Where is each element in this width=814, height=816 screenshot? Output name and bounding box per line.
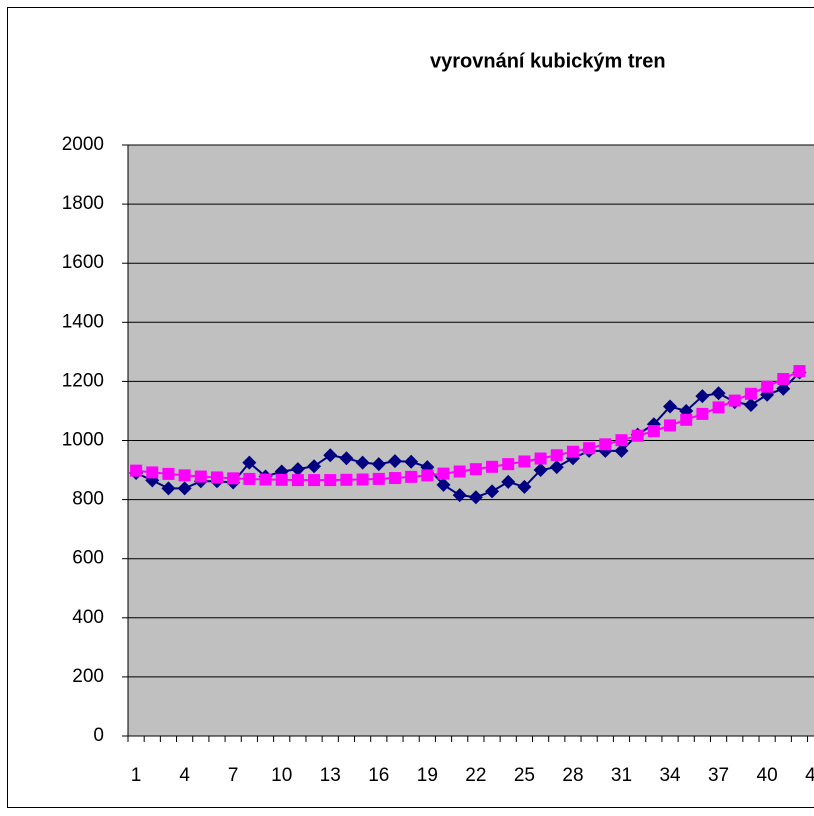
square-marker	[162, 467, 175, 480]
square-marker	[518, 455, 531, 468]
square-marker	[583, 442, 596, 455]
square-marker	[664, 419, 677, 432]
x-tick-label: 31	[611, 765, 632, 786]
square-marker	[647, 425, 660, 438]
square-marker	[486, 460, 499, 473]
diamond-marker	[290, 462, 305, 477]
diamond-marker	[468, 490, 483, 505]
square-marker	[712, 401, 725, 414]
diamond-marker	[517, 479, 532, 494]
square-marker	[178, 469, 191, 482]
diamond-marker	[776, 381, 791, 396]
square-marker	[615, 434, 628, 447]
y-tick-label: 1800	[62, 193, 104, 214]
square-marker	[340, 473, 353, 486]
square-marker	[777, 373, 790, 386]
square-marker	[194, 470, 207, 483]
x-tick-label: 1	[131, 765, 142, 786]
diamond-marker	[663, 399, 678, 414]
square-marker	[259, 473, 272, 486]
square-marker	[324, 474, 337, 487]
diamond-marker	[452, 488, 467, 503]
square-marker	[308, 474, 321, 487]
diamond-marker	[711, 386, 726, 401]
y-tick-label: 1200	[62, 370, 104, 391]
x-tick-label: 10	[271, 765, 292, 786]
x-tick-label: 43	[805, 765, 814, 786]
x-tick-label: 25	[514, 765, 535, 786]
square-marker	[356, 473, 369, 486]
diamond-marker	[323, 448, 338, 463]
diamond-marker	[501, 474, 516, 489]
square-marker	[210, 471, 223, 484]
square-marker	[566, 445, 579, 458]
y-tick-label: 200	[72, 666, 104, 687]
diamond-marker	[404, 454, 419, 469]
y-tick-label: 800	[72, 489, 104, 510]
square-marker	[696, 407, 709, 420]
y-tick-label: 1400	[62, 311, 104, 332]
diamond-marker	[533, 463, 548, 478]
diamond-marker	[485, 484, 500, 499]
square-marker	[631, 429, 644, 442]
diamond-marker	[307, 459, 322, 474]
x-tick-label: 19	[417, 765, 438, 786]
square-marker	[227, 472, 240, 485]
square-marker	[744, 387, 757, 400]
square-marker	[502, 458, 515, 471]
square-marker	[291, 474, 304, 487]
diamond-marker	[339, 451, 354, 466]
diamond-marker	[695, 389, 710, 404]
y-tick-label: 400	[72, 607, 104, 628]
square-marker	[372, 472, 385, 485]
x-tick-label: 28	[562, 765, 583, 786]
square-marker	[388, 472, 401, 485]
square-marker	[599, 438, 612, 451]
square-marker	[421, 469, 434, 482]
square-marker	[146, 466, 159, 479]
diamond-marker	[436, 477, 451, 492]
x-tick-label: 34	[659, 765, 681, 786]
square-marker	[680, 413, 693, 426]
diamond-marker	[549, 460, 564, 475]
x-tick-label: 40	[757, 765, 778, 786]
y-tick-label: 1000	[62, 430, 104, 451]
x-tick-label: 37	[708, 765, 729, 786]
square-marker	[761, 380, 774, 393]
square-marker	[453, 465, 466, 478]
diamond-marker	[371, 457, 386, 472]
chart-title: vyrovnání kubickým tren	[430, 50, 666, 72]
square-marker	[405, 470, 418, 483]
x-tick-label: 13	[320, 765, 341, 786]
y-tick-label: 2000	[62, 134, 104, 155]
diamond-marker	[242, 455, 257, 470]
y-tick-label: 600	[72, 548, 104, 569]
y-tick-label: 1600	[62, 252, 104, 273]
diamond-marker	[161, 481, 176, 496]
square-marker	[437, 467, 450, 480]
diamond-marker	[387, 454, 402, 469]
square-marker	[469, 463, 482, 476]
diamond-marker	[743, 398, 758, 413]
square-marker	[534, 452, 547, 465]
x-tick-label: 16	[368, 765, 389, 786]
diamond-marker	[355, 455, 370, 470]
square-marker	[130, 464, 143, 477]
square-marker	[275, 473, 288, 486]
diamond-marker	[614, 443, 629, 458]
square-marker	[728, 394, 741, 407]
square-marker	[550, 449, 563, 462]
x-tick-label: 4	[179, 765, 190, 786]
x-tick-label: 22	[465, 765, 486, 786]
square-marker	[793, 365, 806, 378]
diamond-marker	[177, 481, 192, 496]
y-tick-label: 0	[93, 725, 104, 746]
x-tick-label: 7	[228, 765, 239, 786]
square-marker	[243, 472, 256, 485]
